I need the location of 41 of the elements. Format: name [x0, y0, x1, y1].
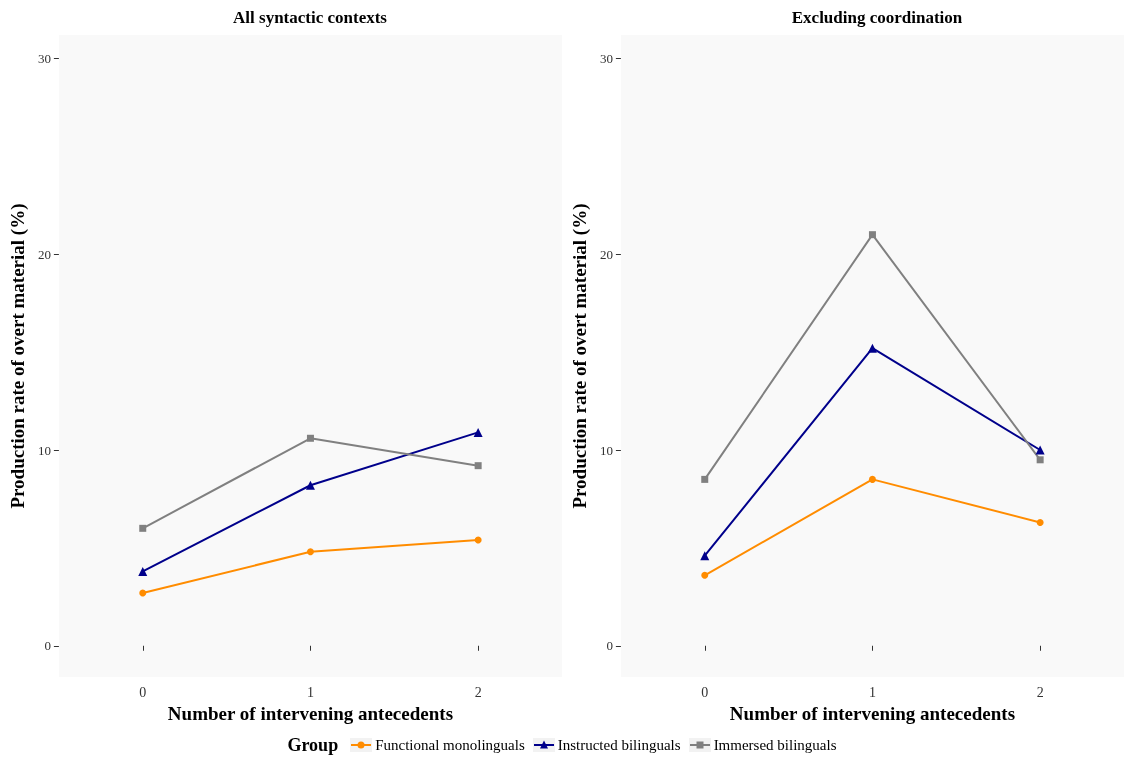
point	[139, 524, 147, 532]
y-tick-label: 10	[37, 442, 51, 458]
legend-label: Immersed bilinguals	[713, 736, 837, 754]
point	[701, 475, 709, 483]
legend-label: Instructed bilinguals	[557, 736, 681, 754]
y-tick-label: 0	[44, 638, 51, 654]
point	[138, 566, 148, 576]
legend-title: Group	[287, 734, 339, 756]
x-axis-title: Number of intervening antecedents	[729, 703, 1016, 724]
x-tick-label: 2	[474, 684, 482, 700]
point	[868, 475, 876, 483]
x-tick-label: 2	[1036, 684, 1044, 700]
point	[868, 231, 876, 239]
y-axis-title: Production rate of overt material (%)	[7, 203, 29, 509]
point	[474, 536, 482, 544]
point	[306, 434, 314, 442]
point	[305, 480, 315, 490]
x-axis-title: Number of intervening antecedents	[167, 703, 454, 724]
x-tick-label: 0	[701, 684, 709, 700]
y-tick-label: 0	[606, 638, 613, 654]
x-tick-label: 0	[139, 684, 147, 700]
y-tick-label: 30	[37, 50, 51, 66]
point	[474, 462, 482, 470]
point	[1036, 456, 1044, 464]
y-tick-label: 20	[599, 246, 613, 262]
chart-title: All syntactic contexts	[233, 8, 388, 27]
point	[701, 571, 709, 579]
x-tick-label: 1	[306, 684, 314, 700]
point	[867, 343, 877, 353]
y-tick-label: 20	[37, 246, 51, 262]
x-tick-label: 1	[868, 684, 876, 700]
chart-title: Excluding coordination	[791, 8, 963, 27]
point	[1035, 445, 1045, 455]
y-tick-label: 30	[599, 50, 613, 66]
point	[306, 548, 314, 556]
point	[473, 427, 483, 437]
y-tick-label: 10	[599, 442, 613, 458]
point	[139, 589, 147, 597]
y-axis-title: Production rate of overt material (%)	[569, 203, 591, 509]
point	[1036, 518, 1044, 526]
legend-label: Functional monolinguals	[375, 736, 525, 754]
